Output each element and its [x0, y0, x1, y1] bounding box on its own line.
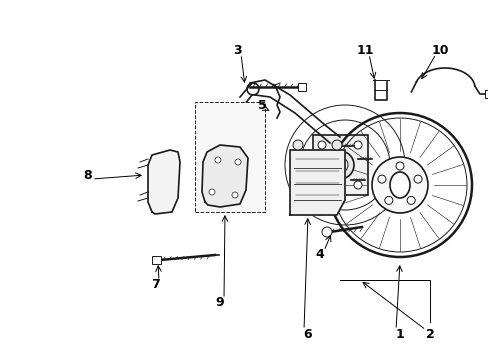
Text: 5: 5 — [257, 99, 266, 112]
Circle shape — [371, 157, 427, 213]
Circle shape — [208, 189, 215, 195]
Bar — [312, 135, 367, 195]
Text: 11: 11 — [356, 44, 373, 57]
Circle shape — [353, 181, 361, 189]
Circle shape — [384, 196, 392, 204]
Circle shape — [321, 227, 331, 237]
Circle shape — [235, 159, 241, 165]
Polygon shape — [148, 150, 180, 214]
Circle shape — [317, 141, 325, 149]
Polygon shape — [289, 150, 345, 215]
Circle shape — [331, 157, 347, 173]
Text: 1: 1 — [395, 328, 404, 341]
Circle shape — [353, 141, 361, 149]
Text: 9: 9 — [215, 297, 224, 310]
Text: 4: 4 — [315, 248, 324, 261]
Circle shape — [331, 140, 341, 150]
Circle shape — [407, 196, 414, 204]
Text: 7: 7 — [150, 279, 159, 292]
Bar — [484, 90, 488, 98]
Ellipse shape — [389, 172, 409, 198]
Circle shape — [317, 181, 325, 189]
Circle shape — [377, 175, 385, 183]
Text: 6: 6 — [303, 328, 312, 341]
Circle shape — [292, 140, 303, 150]
Text: 3: 3 — [232, 44, 241, 57]
Circle shape — [215, 157, 221, 163]
Bar — [195, 102, 264, 212]
Text: 10: 10 — [430, 44, 448, 57]
Text: 2: 2 — [425, 328, 433, 341]
Polygon shape — [202, 145, 247, 207]
Circle shape — [395, 162, 403, 170]
Bar — [152, 256, 161, 264]
Circle shape — [325, 151, 353, 179]
Bar — [297, 83, 305, 91]
Circle shape — [231, 192, 238, 198]
Circle shape — [413, 175, 421, 183]
Text: 8: 8 — [83, 168, 92, 181]
